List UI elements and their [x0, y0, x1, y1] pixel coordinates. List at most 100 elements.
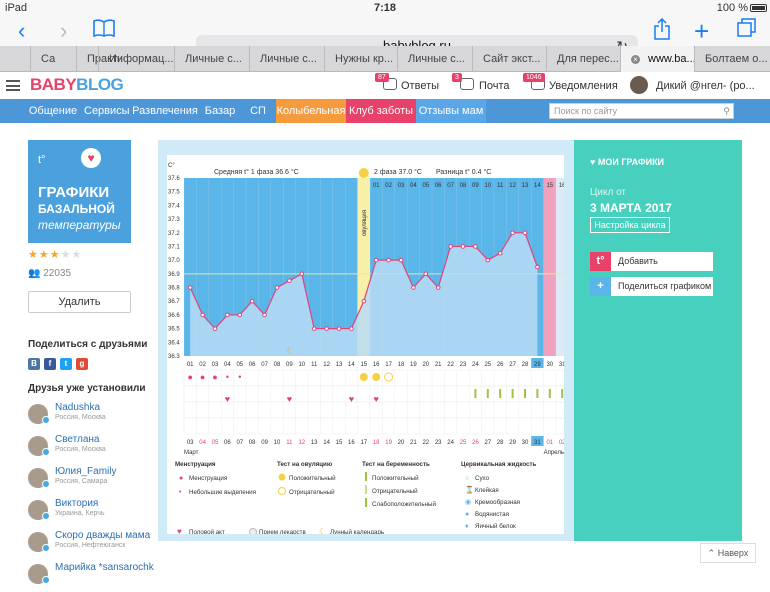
temperature-point[interactable] — [237, 312, 243, 318]
mail-icon[interactable] — [460, 78, 474, 90]
friend-item[interactable]: Юлия_Family Россия, Самара — [28, 466, 158, 496]
temperature-point[interactable] — [249, 298, 255, 304]
ovulation-test-negative-icon[interactable] — [384, 372, 394, 382]
intercourse-heart-icon[interactable]: ♥ — [225, 394, 230, 404]
star-icon[interactable]: ★ — [49, 249, 61, 261]
bookmarks-icon[interactable] — [93, 18, 115, 46]
tab[interactable]: Информац... — [98, 46, 174, 72]
tab[interactable]: Личные с... — [174, 46, 249, 72]
friend-item[interactable]: Скоро дважды мама Россия, Нефтеюганск — [28, 530, 158, 560]
twitter-icon[interactable]: t — [60, 358, 72, 370]
temperature-point[interactable] — [361, 298, 367, 304]
new-tab-icon[interactable]: + — [694, 16, 710, 46]
star-icon[interactable]: ★ — [60, 249, 72, 261]
pregnancy-test-icon[interactable] — [536, 389, 539, 398]
temperature-point[interactable] — [398, 257, 404, 263]
tab[interactable]: Для перес... — [546, 46, 620, 72]
forward-icon[interactable]: › — [60, 18, 68, 43]
menstruation-drop-icon[interactable]: • — [238, 372, 241, 382]
scroll-top-button[interactable]: ⌃ Наверх — [700, 543, 756, 563]
menstruation-drop-icon[interactable]: • — [226, 372, 229, 382]
add-temperature-button[interactable]: t°Добавить температуру — [590, 252, 713, 285]
tab-active[interactable]: × www.ba... — [620, 46, 694, 72]
temperature-point[interactable] — [274, 285, 280, 290]
friend-name[interactable]: Nadushka — [55, 402, 101, 413]
friend-name[interactable]: Скоро дважды мама — [55, 530, 151, 541]
answers-link[interactable]: Ответы — [401, 80, 440, 92]
user-name[interactable]: Дикий @нгел- (ро... — [656, 80, 755, 92]
tab[interactable]: Нужны кр... — [324, 46, 397, 72]
tab[interactable]: Личные с... — [249, 46, 324, 72]
search-input[interactable]: Поиск по сайту ⚲ — [549, 103, 734, 119]
temperature-point[interactable] — [386, 257, 391, 263]
nav-item-cradle[interactable]: Колыбельная — [276, 99, 346, 123]
answers-icon[interactable] — [383, 78, 397, 90]
ovulation-test-positive-icon[interactable] — [372, 373, 381, 381]
friend-item[interactable]: Виктория Украина, Керчь — [28, 498, 158, 528]
babyblog-logo[interactable]: BABYBLOG — [30, 75, 124, 95]
temperature-point[interactable] — [287, 278, 292, 283]
temperature-point[interactable] — [200, 312, 205, 318]
friend-item[interactable]: Марийка *sansarochk — [28, 562, 158, 592]
tab[interactable]: Са — [30, 46, 76, 72]
delete-button[interactable]: Удалить — [28, 291, 131, 313]
temperature-point[interactable] — [497, 251, 503, 256]
tab[interactable]: Личные с... — [397, 46, 472, 72]
temperature-point[interactable] — [187, 285, 193, 290]
temperature-point[interactable] — [324, 326, 329, 331]
pregnancy-test-icon[interactable] — [474, 389, 477, 398]
cycle-settings-button[interactable]: Настройка цикла — [590, 217, 670, 233]
back-icon[interactable]: ‹ — [18, 18, 26, 43]
menstruation-drop-icon[interactable]: ● — [212, 372, 217, 382]
intercourse-heart-icon[interactable]: ♥ — [287, 394, 292, 404]
ovulation-test-positive-icon[interactable] — [359, 373, 368, 381]
temperature-point[interactable] — [448, 244, 453, 249]
temperature-point[interactable] — [336, 326, 342, 331]
temperature-point[interactable] — [485, 257, 491, 263]
friend-name[interactable]: Юлия_Family — [55, 466, 117, 477]
search-icon[interactable]: ⚲ — [723, 106, 730, 116]
close-tab-icon[interactable]: × — [631, 54, 640, 64]
nav-item[interactable]: Развлечения — [132, 105, 198, 117]
tabs-icon[interactable] — [737, 18, 757, 44]
notifications-link[interactable]: Уведомления — [549, 80, 618, 92]
temperature-point[interactable] — [522, 230, 528, 236]
temperature-point[interactable] — [535, 264, 540, 270]
pregnancy-test-icon[interactable] — [524, 389, 526, 398]
pregnancy-test-icon[interactable] — [561, 389, 564, 398]
friend-item[interactable]: Nadushka Россия, Москва — [28, 402, 158, 432]
temperature-point[interactable] — [225, 312, 230, 318]
temperature-point[interactable] — [212, 326, 218, 331]
vk-icon[interactable]: В — [28, 358, 40, 370]
nav-item-club[interactable]: Клуб заботы — [346, 99, 416, 123]
pregnancy-test-icon[interactable] — [511, 389, 514, 398]
nav-item-reviews[interactable]: Отзывы мам — [416, 99, 486, 123]
temperature-point[interactable] — [411, 285, 416, 290]
menstruation-drop-icon[interactable]: ● — [187, 372, 192, 382]
temperature-point[interactable] — [262, 312, 267, 318]
star-icon[interactable]: ★ — [28, 249, 39, 261]
share-icon[interactable] — [654, 17, 670, 49]
star-icon[interactable]: ★ — [38, 249, 50, 261]
temperature-point[interactable] — [473, 244, 478, 249]
pregnancy-test-icon[interactable] — [499, 389, 502, 398]
tab[interactable]: Практи — [76, 46, 122, 72]
friend-item[interactable]: Светлана Россия, Москва — [28, 434, 158, 464]
temperature-point[interactable] — [299, 271, 305, 277]
intercourse-heart-icon[interactable]: ♥ — [349, 394, 354, 404]
mail-link[interactable]: Почта — [479, 80, 510, 92]
nav-item[interactable]: СП — [250, 105, 266, 117]
nav-item[interactable]: Базар — [204, 105, 236, 117]
temperature-point[interactable] — [423, 271, 429, 277]
temperature-point[interactable] — [373, 257, 379, 263]
tab[interactable]: Сайт экст... — [472, 46, 546, 72]
menstruation-drop-icon[interactable]: ● — [200, 372, 205, 382]
friend-name[interactable]: Светлана — [55, 434, 100, 445]
temperature-point[interactable] — [435, 285, 441, 290]
temperature-point[interactable] — [311, 326, 317, 331]
star-icon[interactable]: ★ — [71, 249, 83, 261]
facebook-icon[interactable]: f — [44, 358, 56, 370]
user-avatar[interactable] — [630, 76, 648, 94]
temperature-point[interactable] — [349, 326, 354, 331]
temperature-point[interactable] — [510, 230, 515, 236]
